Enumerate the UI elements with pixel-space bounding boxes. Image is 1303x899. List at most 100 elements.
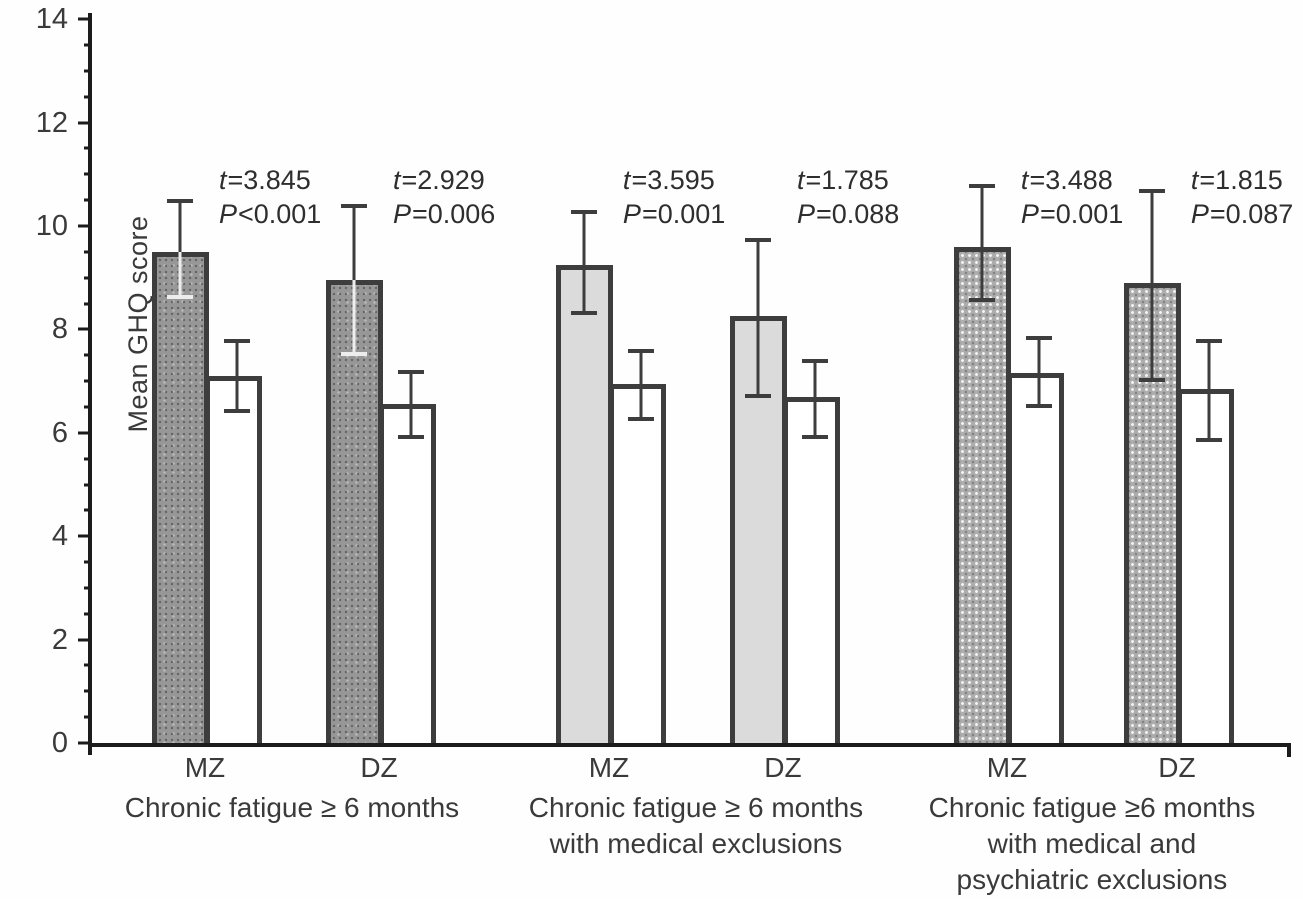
error-bar-line-lower [639,383,643,420]
y-axis-minor-tick [84,560,92,564]
stat-annotation: t=3.488 P=0.001 [1021,163,1123,231]
open-bar-dz [378,404,436,743]
p-value-text: P=0.006 [392,198,496,229]
x-axis-label-dz: DZ [1158,752,1196,783]
error-bar-cap-top [1139,188,1166,193]
group-label-line: Chronic fatigue ≥ 6 months [124,792,460,823]
y-axis-minor-tick [84,508,92,512]
group-label-line: with medical and [987,828,1197,859]
y-axis-minor-tick [84,483,92,487]
error-bar-cap-bottom [571,310,598,315]
y-axis-minor-tick [84,43,92,47]
shaded-bar-mz [151,251,209,743]
error-bar-line-upper [1037,337,1041,374]
error-bar-cap-top [341,204,368,209]
open-bar-dz [1176,388,1234,743]
y-axis-major-tick [78,534,92,538]
group-label-line: Chronic fatigue ≥ 6 months [528,792,864,823]
error-bar-cap-top [1196,338,1223,343]
y-axis-minor-tick [84,95,92,99]
error-bar-line-upper [813,360,817,397]
t-statistic-text: t=3.595 [622,164,715,195]
error-bar [1024,336,1054,408]
y-axis-minor-tick [84,663,92,667]
bar-pair-dz-group3: t=1.815 P=0.087 [1123,13,1293,743]
x-axis-label-mz: MZ [986,752,1028,783]
error-bar-line-lower [1150,282,1154,382]
error-bar-line-lower [980,246,984,301]
error-bar-cap-bottom [167,295,194,300]
t-statistic-text: t=3.845 [218,164,311,195]
error-bar-cap-bottom [969,297,996,302]
error-bar-cap-bottom [224,409,251,414]
open-bar-mz [1006,373,1064,743]
error-bar-cap-bottom [341,352,368,357]
open-bar-mz [608,383,666,743]
plot-area: Mean GHQ score 0 2 4 6 8 10 12 14 t=3.845 P<0.001… [35,3,1294,759]
error-bar-line-upper [1150,189,1154,283]
bar-pair-mz-group2: t=3.595 P=0.001 [555,13,725,743]
y-axis-minor-tick [84,276,92,280]
y-axis-minor-tick [84,250,92,254]
error-bar-line-upper [980,184,984,247]
error-bar-line-upper [1207,339,1211,389]
error-bar-line-lower [409,404,413,438]
error-bar [222,338,252,414]
error-bar [569,209,599,315]
y-axis-minor-tick [84,353,92,357]
x-axis-label-mz: MZ [588,752,630,783]
error-bar-line-upper [235,339,239,376]
open-bar-mz [204,375,262,743]
x-axis-end-tick [1287,743,1291,757]
error-bar-cap-top [969,183,996,188]
error-bar-line-upper [756,238,760,317]
bar-pair-dz-group2: t=1.785 P=0.088 [730,13,899,743]
group-label-1: Chronic fatigue ≥ 6 months [125,790,459,826]
y-axis-minor-tick [84,379,92,383]
error-bar-cap-bottom [628,416,655,421]
error-bar-line-lower [352,280,356,356]
t-statistic-text: t=1.815 [1190,164,1283,195]
y-axis-minor-tick [84,715,92,719]
group-label-line: with medical exclusions [549,828,843,859]
x-axis-label-mz: MZ [184,752,226,783]
error-bar-cap-top [571,209,598,214]
y-axis-foot [88,743,92,755]
error-bar [967,183,997,302]
error-bar-cap-top [802,359,829,364]
shaded-bar-mz [555,264,613,743]
error-bar-line-lower [813,396,817,438]
error-bar-cap-top [745,237,772,242]
error-bar-cap-top [628,349,655,354]
error-bar [396,369,426,439]
y-axis-minor-tick [84,172,92,176]
y-axis-minor-tick [84,146,92,150]
p-value-text: P=0.001 [1020,198,1124,229]
error-bar-cap-bottom [1196,437,1223,442]
error-bar [626,349,656,421]
stat-annotation: t=3.845 P<0.001 [219,163,321,231]
stat-annotation: t=2.929 P=0.006 [393,163,495,231]
y-axis-minor-tick [84,198,92,202]
error-bar-line-upper [178,200,182,252]
error-bar-cap-bottom [398,434,425,439]
t-statistic-text: t=3.488 [1020,164,1113,195]
error-bar-line-lower [1207,388,1211,441]
error-bar-cap-top [1026,336,1053,341]
error-bar-cap-bottom [1026,403,1053,408]
error-bar-cap-bottom [802,434,829,439]
t-statistic-text: t=1.785 [796,164,889,195]
stat-annotation: t=1.815 P=0.087 [1191,163,1293,231]
error-bar [165,199,195,300]
bar-pair-dz-group1: t=2.929 P=0.006 [326,13,495,743]
error-bar [339,204,369,357]
error-bar [1137,188,1167,383]
y-axis-major-tick [78,224,92,228]
error-bar-line-lower [756,316,760,397]
y-axis-minor-tick [84,457,92,461]
y-axis-label: Mean GHQ score [123,215,154,433]
error-bar [743,237,773,398]
p-value-text: P<0.001 [218,198,322,229]
error-bar-cap-top [398,369,425,374]
